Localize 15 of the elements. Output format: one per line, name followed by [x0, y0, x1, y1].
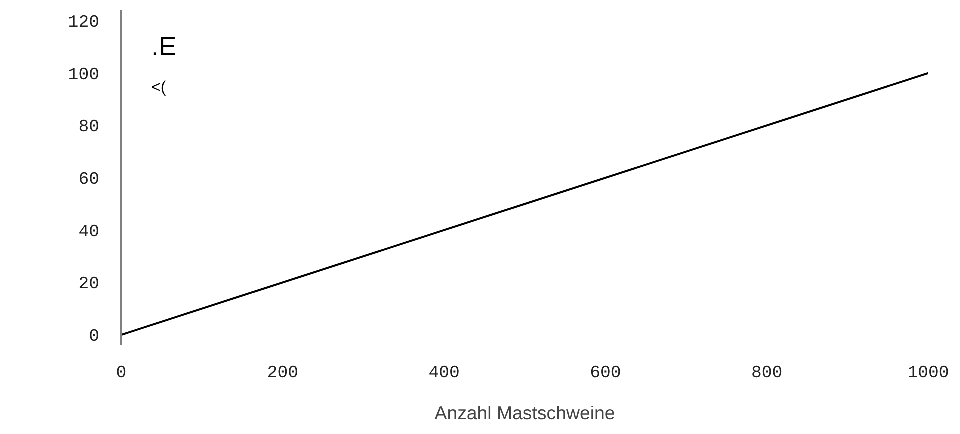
x-tick-label: 800 — [752, 364, 783, 384]
y-tick-label: 60 — [78, 171, 100, 190]
y-tick-label: 0 — [89, 328, 100, 348]
x-axis-title: Anzahl Mastschweine — [434, 402, 616, 424]
y-tick-label: 120 — [68, 14, 100, 33]
x-tick-label: 400 — [428, 364, 460, 384]
y-tick-label: 40 — [78, 223, 100, 242]
y-tick-label: 100 — [68, 66, 100, 86]
x-tick-label: 0 — [116, 364, 127, 384]
y-tick-label: 20 — [78, 276, 100, 295]
y-axis-title: .E <( — [152, 32, 177, 96]
x-tick-label: 200 — [267, 364, 299, 384]
y-tick-label: 80 — [78, 118, 100, 138]
x-tick-label: 600 — [590, 364, 622, 384]
x-tick-label: 1000 — [908, 364, 950, 384]
